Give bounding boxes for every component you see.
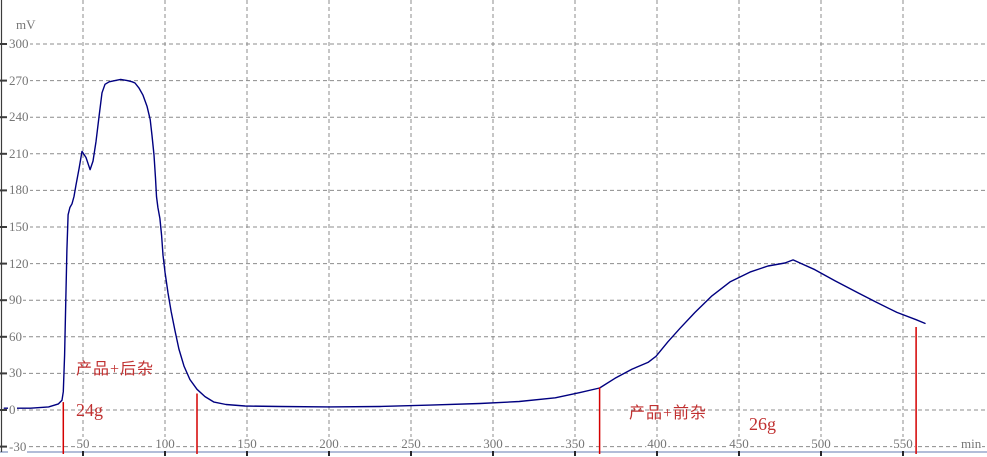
y-tick-label: 0 <box>8 402 17 417</box>
x-tick-label: 300 <box>482 436 504 451</box>
y-tick-label: 270 <box>8 73 30 88</box>
fraction-annotation: 产品+前杂 <box>629 405 708 422</box>
x-tick-label: 550 <box>892 436 914 451</box>
y-tick-label: 90 <box>8 292 23 307</box>
y-tick-label: -30 <box>8 439 28 454</box>
y-tick-label: 120 <box>8 256 30 271</box>
weight-annotation: 26g <box>749 414 776 434</box>
grid <box>8 0 986 450</box>
fraction-annotation: 产品+后杂 <box>76 361 155 378</box>
y-tick-label: 60 <box>8 329 23 344</box>
y-tick-label: 30 <box>8 365 23 380</box>
y-axis <box>0 0 7 452</box>
x-axis-unit-label: min <box>960 436 983 451</box>
signal-curve <box>3 78 926 409</box>
y-tick-label: 240 <box>8 109 30 124</box>
x-tick-label: 450 <box>728 436 750 451</box>
x-tick-label: 500 <box>810 436 832 451</box>
x-tick-label: 350 <box>564 436 586 451</box>
weight-annotation: 24g <box>76 400 103 420</box>
y-tick-label: 150 <box>8 219 30 234</box>
y-tick-label: 180 <box>8 182 30 197</box>
x-tick-label: 400 <box>646 436 668 451</box>
x-tick-label: 150 <box>236 436 258 451</box>
peak-markers <box>62 327 917 454</box>
x-tick-label: 200 <box>318 436 340 451</box>
x-tick-label: 100 <box>154 436 176 451</box>
x-tick-label: 50 <box>75 436 91 451</box>
x-tick-label: 250 <box>400 436 422 451</box>
y-tick-label: 300 <box>8 36 30 51</box>
y-axis-unit-label: mV <box>15 17 37 32</box>
y-tick-label: 210 <box>8 146 30 161</box>
